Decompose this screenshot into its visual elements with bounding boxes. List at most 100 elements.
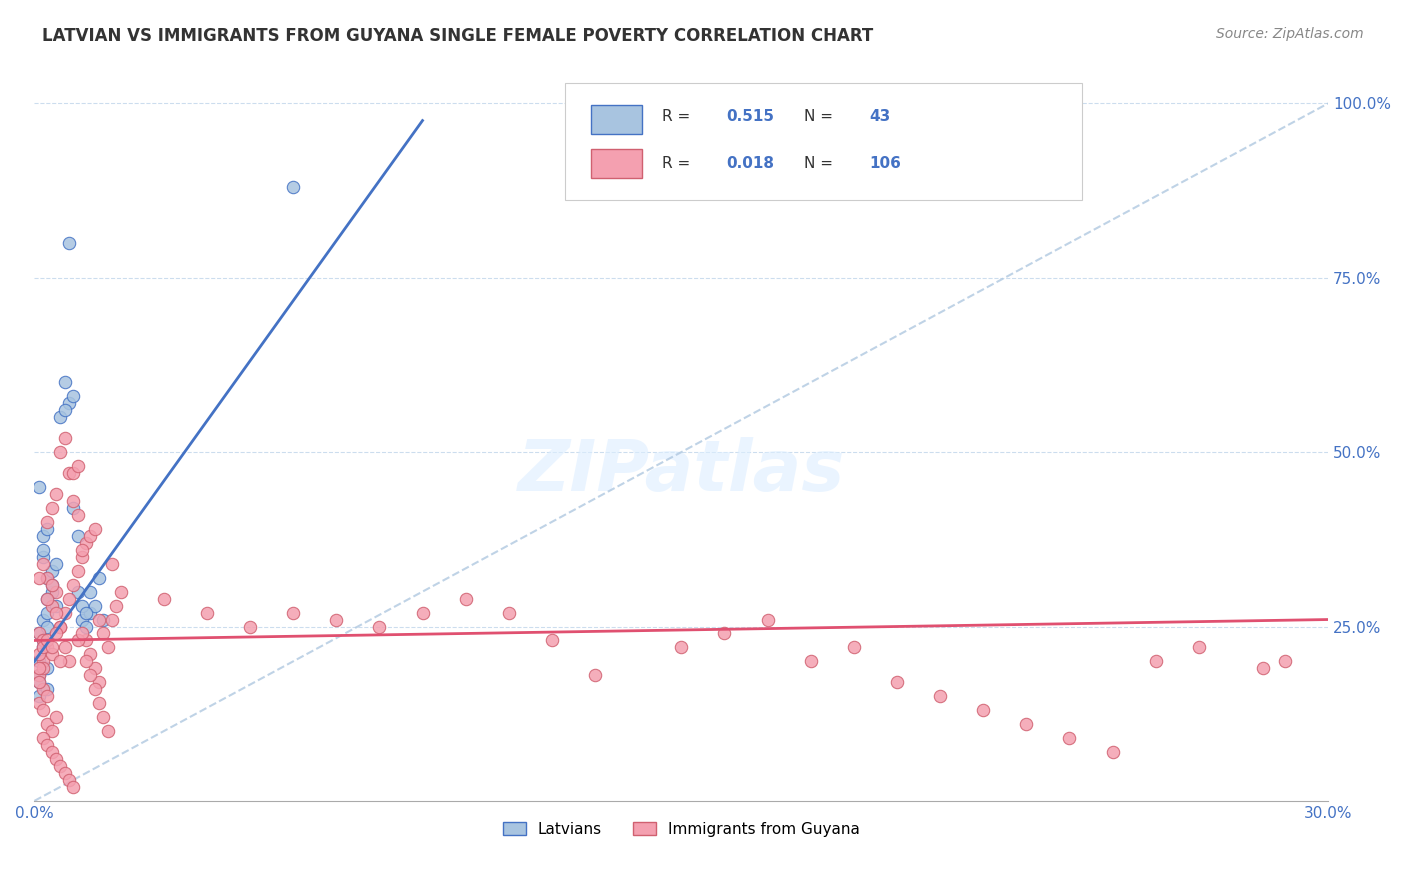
Point	[1015, 717, 1038, 731]
Point	[49, 445, 72, 459]
Point	[41, 724, 63, 739]
Point	[66, 564, 89, 578]
Point	[41, 500, 63, 515]
Point	[32, 703, 55, 717]
Point	[49, 619, 72, 633]
Point	[671, 640, 693, 655]
Point	[79, 668, 101, 682]
Point	[32, 557, 55, 571]
Point	[49, 654, 72, 668]
Point	[713, 626, 735, 640]
Point	[37, 591, 59, 606]
Point	[70, 549, 93, 564]
Point	[62, 780, 84, 794]
Point	[93, 613, 115, 627]
Point	[412, 606, 434, 620]
Text: R =: R =	[662, 109, 690, 124]
Point	[62, 500, 84, 515]
Point	[58, 772, 80, 787]
Point	[58, 654, 80, 668]
Point	[32, 549, 55, 564]
Point	[53, 640, 76, 655]
Point	[32, 640, 55, 655]
Point	[93, 626, 115, 640]
Point	[28, 690, 51, 704]
Text: LATVIAN VS IMMIGRANTS FROM GUYANA SINGLE FEMALE POVERTY CORRELATION CHART: LATVIAN VS IMMIGRANTS FROM GUYANA SINGLE…	[42, 27, 873, 45]
Point	[37, 571, 59, 585]
Point	[79, 584, 101, 599]
Point	[37, 717, 59, 731]
Point	[37, 522, 59, 536]
Point	[37, 571, 59, 585]
Point	[37, 640, 59, 655]
Point	[45, 599, 67, 613]
Point	[1059, 731, 1081, 745]
Point	[929, 690, 952, 704]
Point	[886, 675, 908, 690]
Point	[70, 599, 93, 613]
Point	[37, 682, 59, 697]
Point	[66, 633, 89, 648]
Point	[66, 508, 89, 522]
Point	[75, 606, 97, 620]
Point	[28, 668, 51, 682]
Point	[62, 466, 84, 480]
Point	[541, 633, 564, 648]
Point	[53, 766, 76, 780]
Point	[101, 557, 124, 571]
Point	[87, 613, 110, 627]
Point	[37, 619, 59, 633]
Point	[87, 675, 110, 690]
Point	[70, 626, 93, 640]
Point	[45, 557, 67, 571]
Point	[32, 633, 55, 648]
Point	[79, 648, 101, 662]
Point	[41, 745, 63, 759]
Point	[41, 577, 63, 591]
Point	[756, 613, 779, 627]
Text: 43: 43	[869, 109, 890, 124]
Point	[75, 654, 97, 668]
Point	[97, 640, 120, 655]
Point	[41, 599, 63, 613]
Point	[79, 606, 101, 620]
Point	[239, 619, 262, 633]
Point	[37, 661, 59, 675]
Point	[62, 494, 84, 508]
Point	[32, 654, 55, 668]
Point	[41, 577, 63, 591]
Text: N =: N =	[804, 109, 834, 124]
Point	[454, 591, 477, 606]
Point	[75, 633, 97, 648]
Point	[58, 396, 80, 410]
Point	[41, 564, 63, 578]
Legend: Latvians, Immigrants from Guyana: Latvians, Immigrants from Guyana	[495, 814, 868, 845]
Text: N =: N =	[804, 156, 834, 171]
Point	[28, 661, 51, 675]
Point	[37, 633, 59, 648]
Point	[32, 640, 55, 655]
Point	[83, 682, 105, 697]
Point	[41, 648, 63, 662]
Point	[66, 584, 89, 599]
Point	[32, 661, 55, 675]
Point	[83, 522, 105, 536]
Point	[66, 459, 89, 474]
Point	[37, 591, 59, 606]
Point	[70, 542, 93, 557]
Point	[28, 696, 51, 710]
Point	[583, 668, 606, 682]
Point	[28, 571, 51, 585]
Point	[79, 529, 101, 543]
Text: 0.515: 0.515	[727, 109, 775, 124]
Point	[87, 696, 110, 710]
Point	[58, 591, 80, 606]
Point	[75, 536, 97, 550]
Point	[49, 759, 72, 773]
Point	[1101, 745, 1123, 759]
Point	[972, 703, 994, 717]
Point	[368, 619, 391, 633]
Point	[37, 606, 59, 620]
Point	[1188, 640, 1211, 655]
Point	[53, 403, 76, 417]
